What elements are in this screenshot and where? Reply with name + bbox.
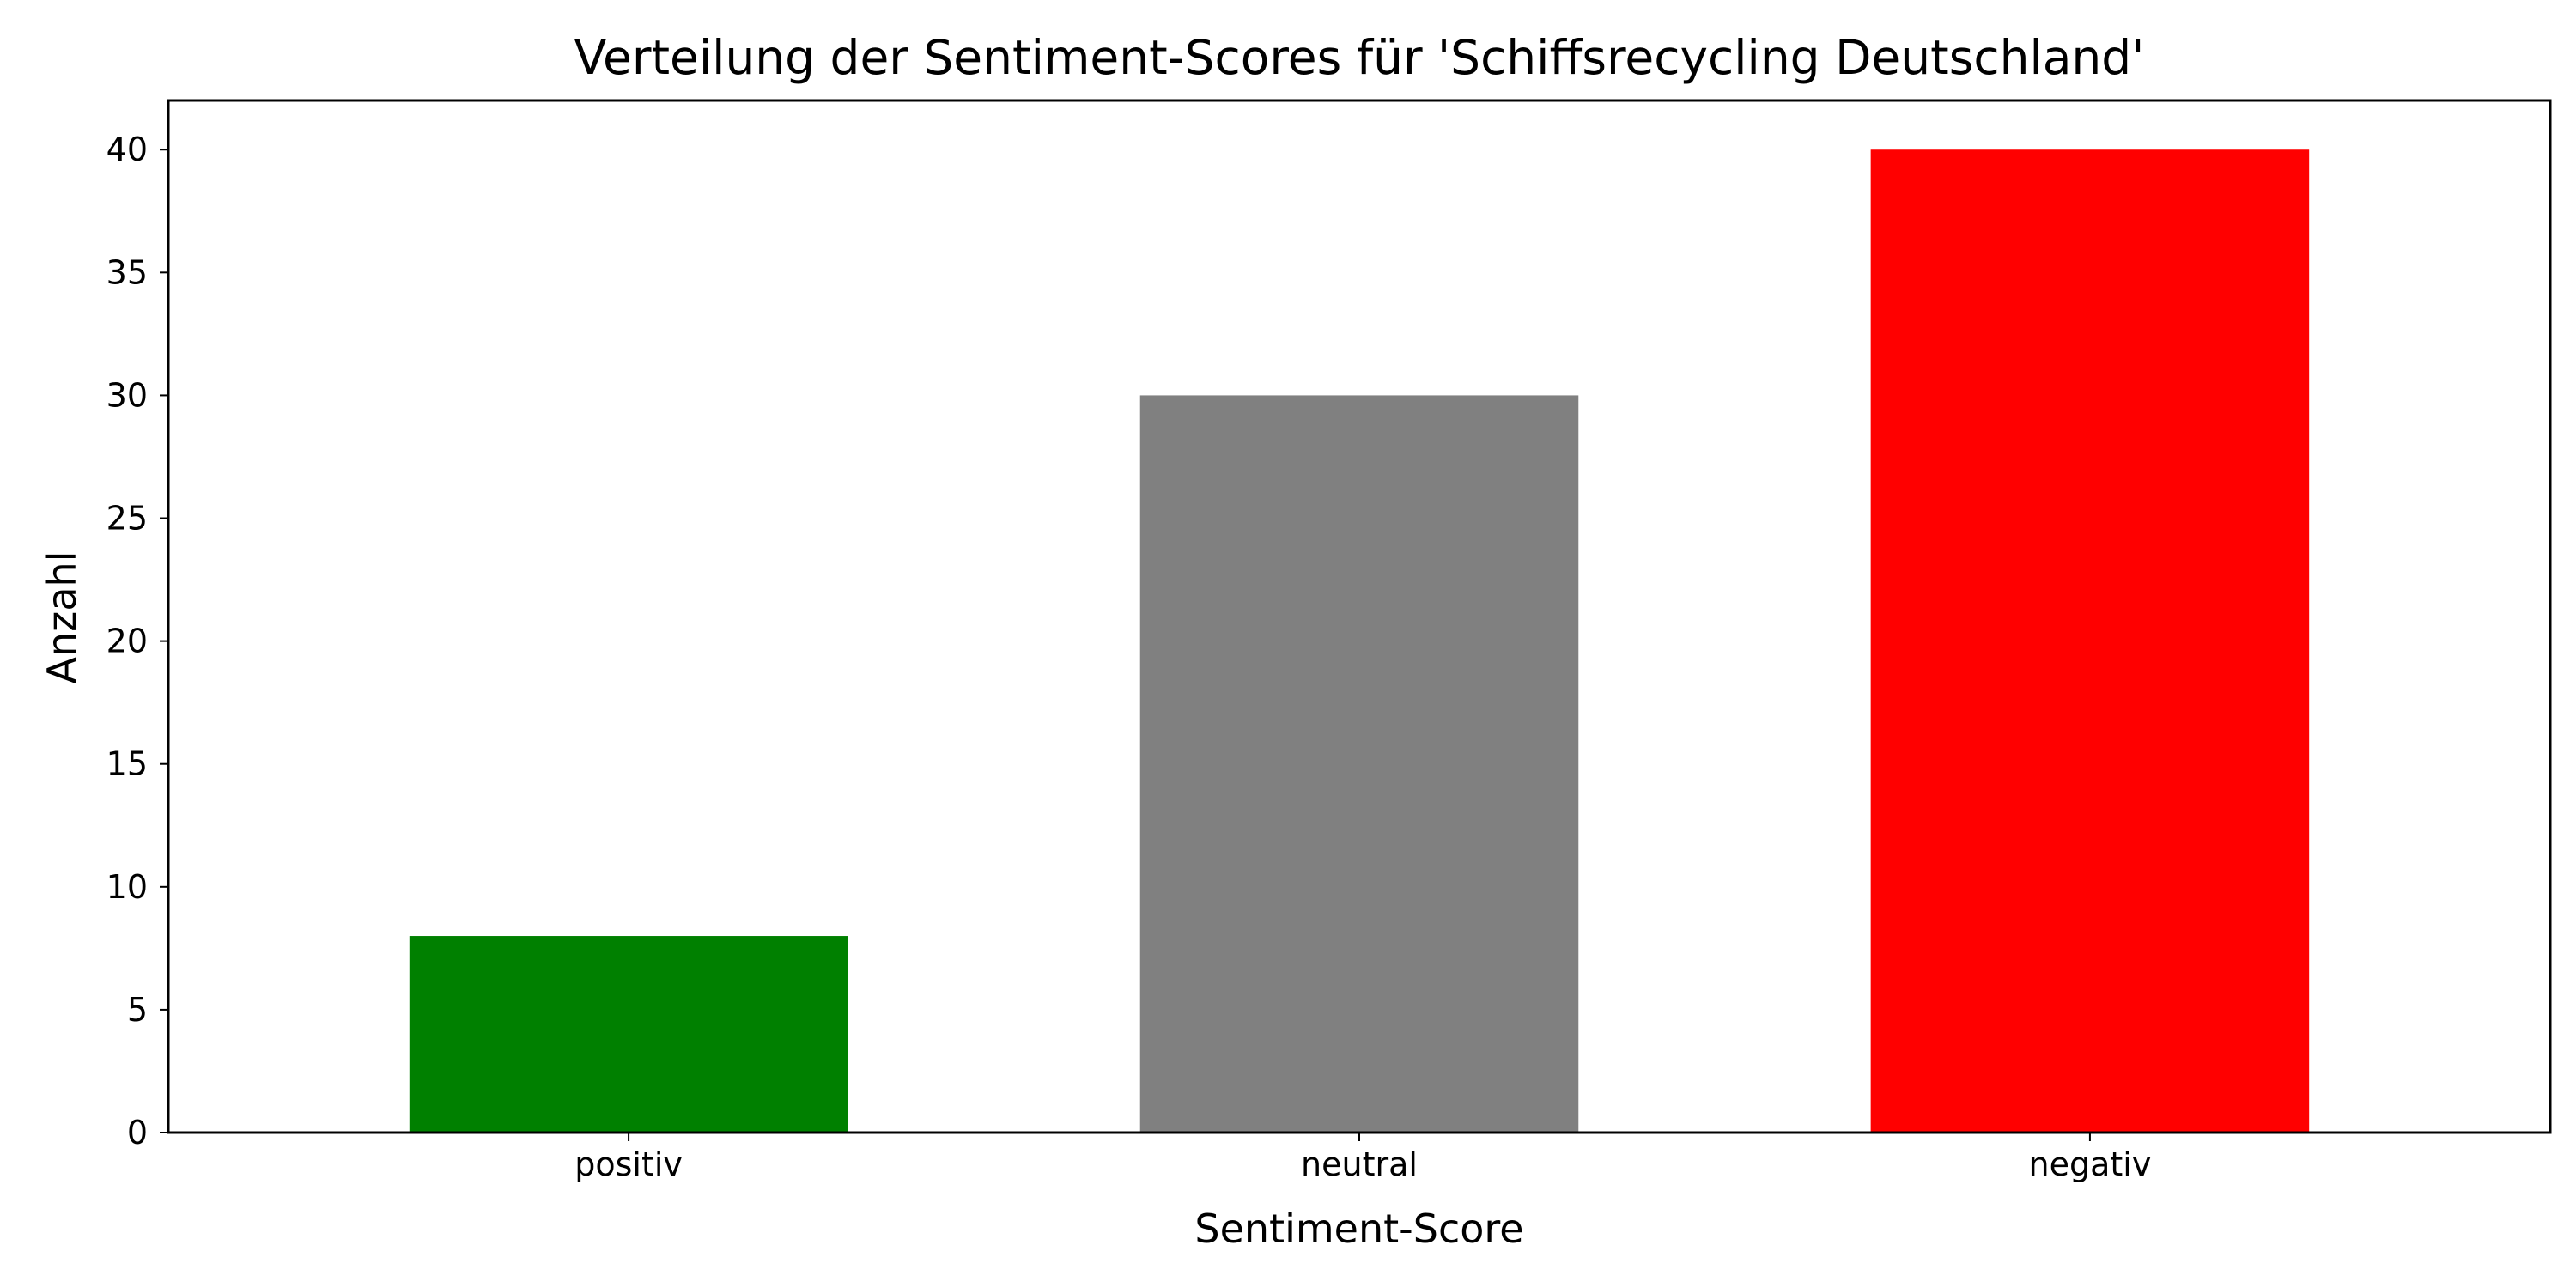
y-tick-label-10: 10 [106, 868, 148, 906]
y-tick-label-35: 35 [106, 253, 148, 291]
y-axis-label: Anzahl [39, 551, 85, 684]
y-tick-label-5: 5 [127, 991, 148, 1029]
x-axis-ticks: positiv neutral negativ [574, 1133, 2151, 1183]
chart-title: Verteilung der Sentiment-Scores für 'Sch… [574, 30, 2145, 85]
y-tick-label-20: 20 [106, 623, 148, 660]
y-tick-label-0: 0 [127, 1114, 148, 1151]
x-tick-label-positiv: positiv [574, 1145, 683, 1183]
bar-neutral [1139, 395, 1579, 1133]
bar-negativ [1870, 149, 2310, 1133]
bar-positiv [409, 936, 848, 1133]
y-tick-label-30: 30 [106, 376, 148, 414]
y-tick-label-15: 15 [106, 745, 148, 783]
y-tick-label-40: 40 [106, 131, 148, 168]
bars-group [409, 149, 2310, 1133]
y-axis-ticks: 0 5 10 15 20 25 30 35 40 [106, 131, 168, 1151]
x-axis-label: Sentiment-Score [1194, 1206, 1523, 1252]
x-tick-label-neutral: neutral [1301, 1145, 1418, 1183]
x-tick-label-negativ: negativ [2029, 1145, 2152, 1183]
y-tick-label-25: 25 [106, 500, 148, 538]
